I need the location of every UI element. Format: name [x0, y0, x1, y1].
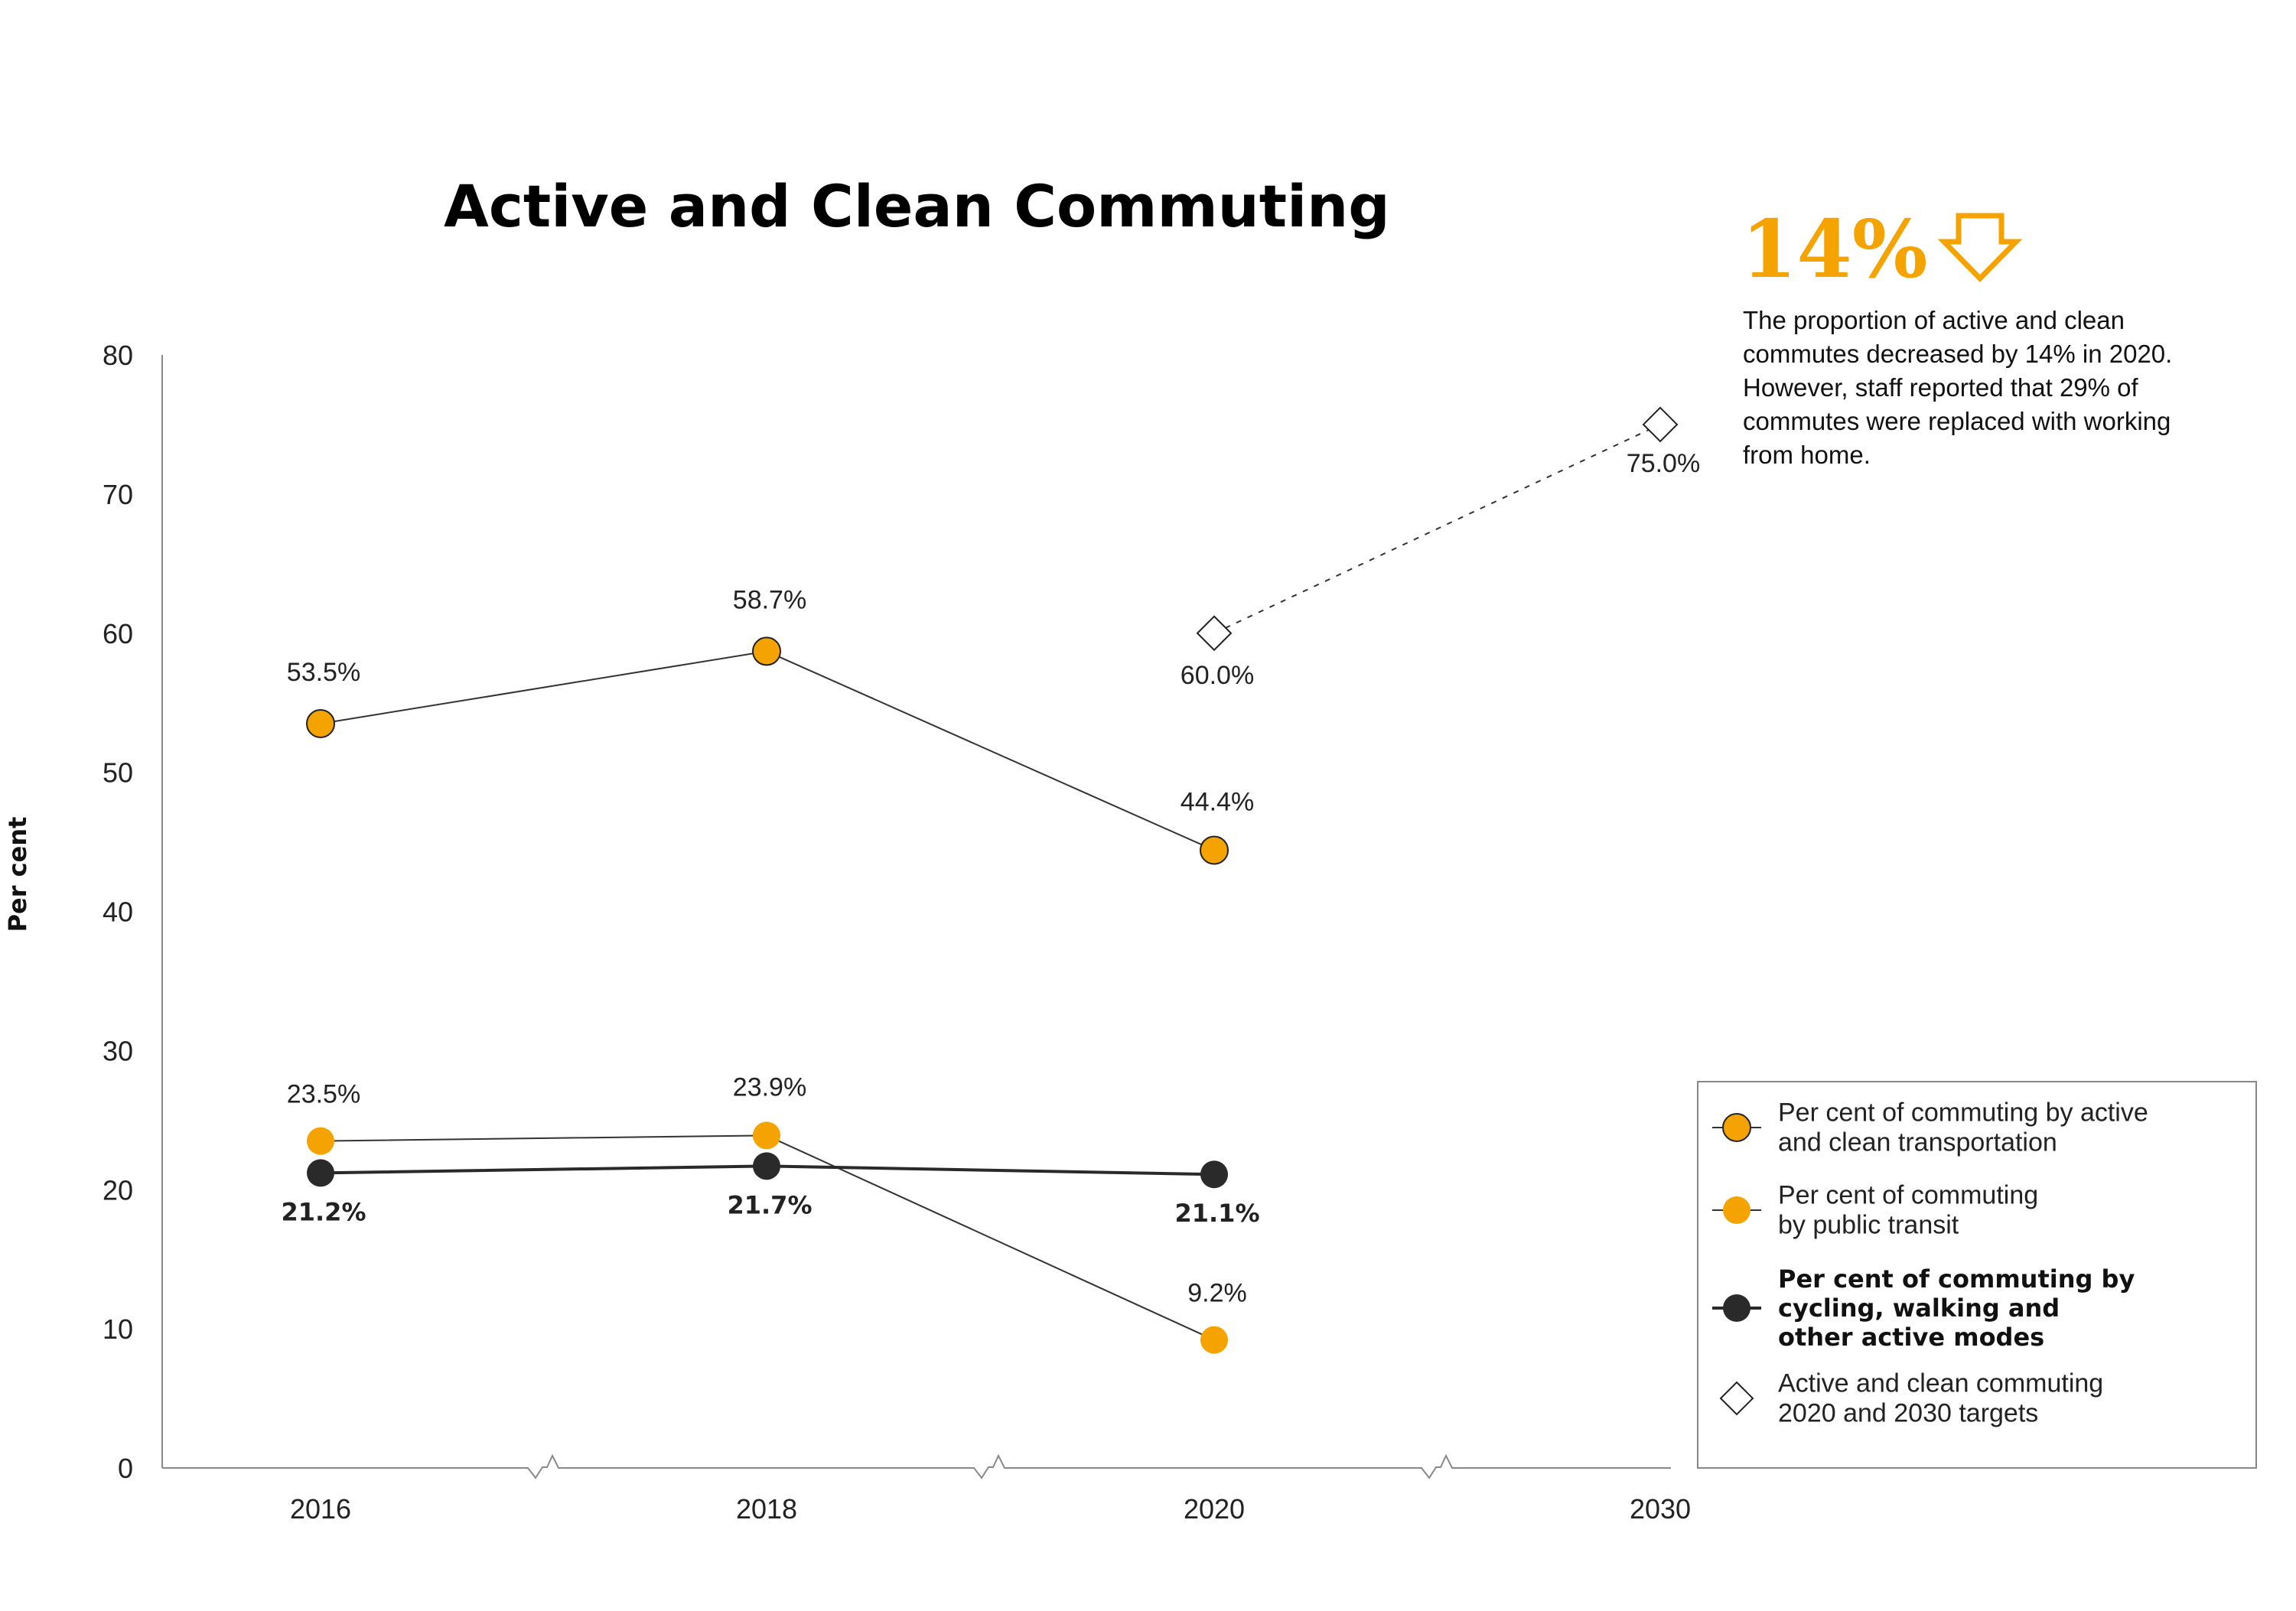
data-point	[753, 1152, 780, 1180]
callout-line: commutes decreased by 14% in 2020.	[1743, 340, 2172, 368]
y-tick-label: 80	[103, 340, 133, 371]
data-label: 53.5%	[287, 658, 360, 687]
data-point	[1642, 406, 1679, 443]
y-tick-label: 20	[103, 1174, 133, 1206]
data-point	[306, 708, 335, 738]
data-labels: 53.5% 58.7% 44.4% 23.5% 23.9% 9.2% 21.2% 21.7% 2…	[281, 449, 1700, 1308]
callout-line: The proportion of active and clean	[1743, 306, 2125, 334]
data-label: 23.9%	[733, 1072, 806, 1102]
y-ticks: 0 10 20 30 40 50 60 70 80	[103, 340, 133, 1484]
legend-swatch	[1719, 1381, 1754, 1416]
axes	[161, 355, 1671, 1479]
y-tick-label: 40	[103, 897, 133, 928]
x-tick-label: 2020	[1184, 1493, 1245, 1525]
data-label: 21.7%	[727, 1190, 812, 1219]
y-tick-label: 30	[103, 1035, 133, 1066]
data-point	[1200, 1326, 1228, 1354]
legend-label: 2020 and 2030 targets	[1778, 1399, 2038, 1428]
callout-text: The proportion of active and clean commut…	[1743, 306, 2172, 469]
callout-line: from home.	[1743, 441, 1871, 469]
legend-label: cycling, walking and	[1778, 1294, 2060, 1323]
legend-label: and clean transportation	[1778, 1128, 2057, 1157]
chart-title: Active and Clean Commuting	[444, 172, 1390, 240]
y-tick-label: 50	[103, 757, 133, 789]
data-point	[1200, 835, 1229, 865]
data-point	[307, 1127, 334, 1155]
legend-label: Per cent of commuting by	[1778, 1264, 2135, 1294]
legend-label: Active and clean commuting	[1778, 1369, 2103, 1398]
x-tick-label: 2030	[1630, 1493, 1691, 1525]
data-label: 75.0%	[1627, 449, 1700, 478]
data-point	[1200, 1160, 1228, 1189]
data-point	[753, 1121, 780, 1150]
series-lines	[320, 424, 1661, 1341]
down-arrow-icon	[1937, 213, 2023, 283]
y-tick-label: 60	[103, 618, 133, 649]
callout-line: However, staff reported that 29% of	[1743, 373, 2139, 402]
y-axis-label: Per cent	[3, 817, 32, 932]
legend-swatch	[1722, 1113, 1751, 1142]
legend-swatch	[1723, 1196, 1750, 1224]
data-label: 21.2%	[281, 1197, 366, 1226]
series-line	[320, 650, 1215, 851]
legend-label: Per cent of commuting	[1778, 1181, 2038, 1210]
data-label: 44.4%	[1181, 787, 1254, 816]
legend-label: other active modes	[1778, 1323, 2044, 1352]
data-point	[752, 636, 781, 666]
x-tick-label: 2016	[290, 1493, 351, 1525]
data-label: 58.7%	[733, 585, 806, 614]
data-label: 60.0%	[1181, 661, 1254, 690]
data-point	[307, 1159, 334, 1187]
y-tick-label: 0	[118, 1453, 133, 1484]
legend-box	[1697, 1081, 2257, 1469]
x-ticks: 2016 2018 2020 2030	[290, 1493, 1691, 1525]
legend-label: by public transit	[1778, 1211, 1959, 1240]
callout-line: commutes were replaced with working	[1743, 407, 2171, 435]
y-tick-label: 10	[103, 1313, 133, 1345]
y-tick-label: 70	[103, 479, 133, 510]
x-axis-line	[162, 1453, 1671, 1479]
x-tick-label: 2018	[736, 1493, 797, 1525]
callout-stat: 14%	[1741, 202, 1928, 296]
data-point	[1196, 615, 1233, 652]
callout: 14% The proportion of active and clean co…	[1741, 202, 2172, 469]
series-markers	[306, 406, 1679, 1354]
data-label: 21.1%	[1174, 1199, 1259, 1228]
series-line	[1213, 424, 1661, 634]
legend-swatch	[1723, 1294, 1750, 1322]
legend-label: Per cent of commuting by active	[1778, 1098, 2148, 1128]
data-label: 9.2%	[1187, 1279, 1247, 1308]
data-label: 23.5%	[287, 1080, 360, 1109]
